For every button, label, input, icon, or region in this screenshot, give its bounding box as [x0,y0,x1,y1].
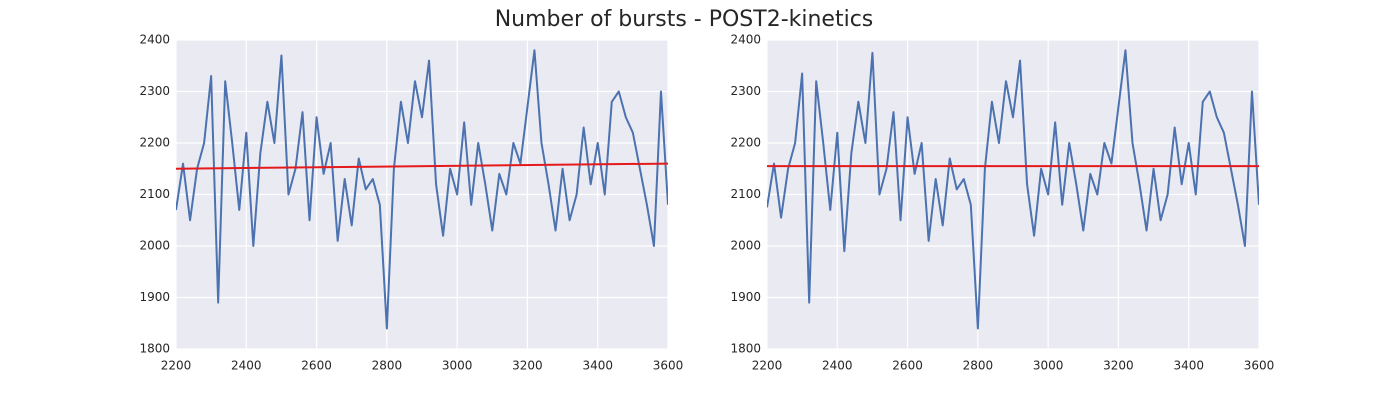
data-line [176,49,668,330]
y-tick-label: 2400 [139,33,170,47]
y-tick-label: 2100 [730,187,761,201]
x-tick-label: 3600 [1244,359,1275,373]
y-tick-label: 1800 [730,342,761,356]
x-tick-label: 2400 [231,359,262,373]
x-tick-label: 2200 [161,359,192,373]
x-tick-label: 2600 [301,359,332,373]
x-tick-label: 3000 [442,359,473,373]
data-line [767,49,1259,330]
x-tick-label: 3200 [512,359,543,373]
data-line [176,162,668,170]
x-tick-label: 3000 [1033,359,1064,373]
x-tick-label: 2800 [372,359,403,373]
y-tick-label: 2400 [730,33,761,47]
y-tick-label: 2200 [730,136,761,150]
y-tick-label: 2000 [730,239,761,253]
y-tick-label: 1800 [139,342,170,356]
x-tick-label: 2200 [752,359,783,373]
x-tick-label: 3400 [1173,359,1204,373]
y-tick-label: 2200 [139,136,170,150]
subplot: 1800 1900 2000 2100 2200 2300 2400 2200 2400 2600… [730,33,1274,373]
y-tick-label: 2300 [139,84,170,98]
x-tick-label: 2600 [892,359,923,373]
y-tick-label: 2000 [139,239,170,253]
x-tick-label: 2800 [963,359,994,373]
y-tick-label: 1900 [139,290,170,304]
x-tick-label: 2400 [822,359,853,373]
x-tick-label: 3400 [582,359,613,373]
subplot: 1800 1900 2000 2100 2200 2300 2400 2200 2400 2600… [139,33,683,373]
y-tick-label: 2300 [730,84,761,98]
figure-title: Number of bursts - POST2-kinetics [495,7,874,32]
y-tick-label: 2100 [139,187,170,201]
x-tick-label: 3600 [653,359,684,373]
y-tick-label: 1900 [730,290,761,304]
x-tick-label: 3200 [1103,359,1134,373]
